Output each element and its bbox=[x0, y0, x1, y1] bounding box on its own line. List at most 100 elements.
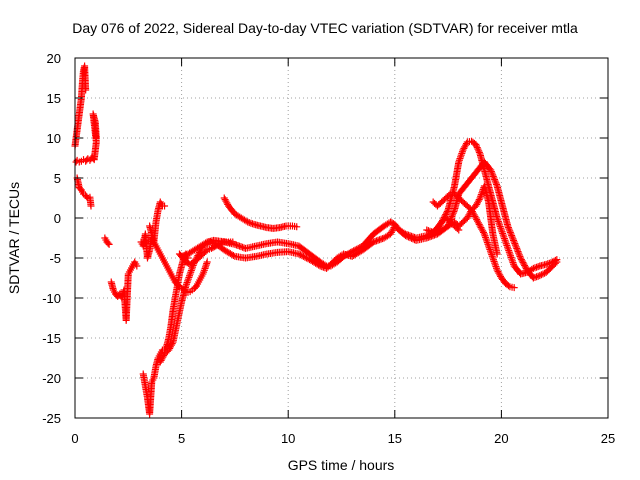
data-point bbox=[486, 245, 494, 253]
data-point bbox=[506, 250, 514, 258]
data-point bbox=[159, 353, 167, 361]
data-point bbox=[489, 171, 497, 179]
data-point bbox=[499, 229, 507, 237]
data-point bbox=[161, 202, 169, 210]
data-point bbox=[457, 153, 465, 161]
axis-ticks bbox=[74, 57, 609, 419]
x-tick-label: 5 bbox=[178, 431, 185, 446]
data-point bbox=[494, 216, 502, 224]
y-tick-label: -10 bbox=[42, 291, 61, 306]
data-point bbox=[510, 236, 518, 244]
data-point bbox=[356, 244, 364, 252]
data-point bbox=[472, 214, 480, 222]
data-point bbox=[183, 279, 191, 287]
data-point bbox=[221, 196, 229, 204]
data-point bbox=[472, 202, 480, 210]
data-point bbox=[466, 209, 474, 217]
series-pass-3 bbox=[73, 174, 95, 210]
y-axis-label: SDTVAR / TECUs bbox=[6, 182, 22, 294]
data-point bbox=[186, 272, 194, 280]
data-point bbox=[489, 172, 497, 180]
data-point bbox=[511, 241, 519, 249]
data-point bbox=[502, 240, 510, 248]
data-point bbox=[493, 266, 501, 274]
data-point bbox=[104, 239, 112, 247]
y-tick-label: -20 bbox=[42, 371, 61, 386]
series-pass-9 bbox=[156, 158, 561, 366]
data-point bbox=[443, 208, 451, 215]
data-point bbox=[505, 282, 513, 290]
data-point bbox=[488, 169, 496, 177]
data-point bbox=[202, 247, 210, 255]
data-point bbox=[455, 226, 463, 234]
data-point bbox=[166, 344, 174, 352]
series-pass-2 bbox=[72, 110, 100, 166]
data-point bbox=[508, 257, 516, 265]
data-point bbox=[493, 264, 501, 272]
data-point bbox=[492, 179, 500, 187]
data-point bbox=[388, 227, 396, 235]
data-point bbox=[353, 245, 361, 253]
x-tick-label: 15 bbox=[388, 431, 402, 446]
data-point bbox=[457, 151, 465, 159]
data-point bbox=[508, 232, 516, 240]
data-point bbox=[502, 238, 510, 246]
data-point bbox=[453, 225, 461, 233]
data-point bbox=[387, 230, 395, 238]
data-point bbox=[490, 174, 498, 182]
data-point bbox=[509, 259, 517, 267]
data-point bbox=[187, 267, 195, 275]
data-point bbox=[87, 202, 95, 210]
data-point bbox=[496, 223, 504, 231]
data-point bbox=[487, 168, 495, 176]
data-point bbox=[491, 259, 499, 267]
data-point bbox=[514, 248, 522, 256]
data-point bbox=[302, 254, 310, 262]
data-point bbox=[471, 212, 479, 220]
data-point bbox=[509, 235, 517, 243]
data-point bbox=[489, 256, 497, 264]
data-point bbox=[298, 252, 306, 260]
data-point bbox=[475, 147, 483, 155]
data-point bbox=[521, 262, 529, 269]
data-point bbox=[505, 247, 513, 255]
data-point bbox=[133, 262, 141, 270]
data-point bbox=[553, 256, 561, 264]
y-tick-label: 10 bbox=[47, 131, 61, 146]
data-point bbox=[497, 226, 505, 234]
data-point bbox=[462, 141, 470, 149]
data-point bbox=[513, 246, 521, 254]
data-point bbox=[476, 222, 484, 230]
y-tick-label: 15 bbox=[47, 91, 61, 106]
data-point bbox=[495, 269, 503, 277]
data-point bbox=[482, 233, 490, 241]
data-point bbox=[498, 228, 506, 236]
data-point bbox=[455, 158, 463, 166]
data-point bbox=[515, 251, 523, 259]
data-point bbox=[473, 142, 481, 150]
data-point bbox=[480, 230, 488, 238]
data-point bbox=[474, 199, 482, 207]
data-point bbox=[491, 177, 499, 185]
data-point bbox=[482, 235, 490, 243]
data-point bbox=[481, 232, 489, 240]
data-point bbox=[492, 180, 500, 188]
data-point bbox=[518, 257, 526, 265]
data-point bbox=[168, 340, 176, 348]
series-pass-7 bbox=[146, 222, 211, 296]
data-point bbox=[491, 261, 499, 269]
data-point bbox=[242, 217, 250, 225]
data-point bbox=[456, 155, 464, 163]
data-point bbox=[477, 192, 485, 200]
data-point bbox=[507, 230, 515, 238]
data-point bbox=[223, 199, 231, 207]
x-axis-label: GPS time / hours bbox=[288, 457, 395, 473]
data-point bbox=[508, 255, 516, 263]
x-tick-label: 0 bbox=[71, 431, 78, 446]
data-point bbox=[463, 214, 471, 222]
data-point bbox=[350, 247, 358, 255]
data-point bbox=[186, 270, 194, 278]
data-point bbox=[486, 247, 494, 255]
series-pass-15 bbox=[423, 214, 463, 236]
data-points bbox=[71, 62, 561, 418]
